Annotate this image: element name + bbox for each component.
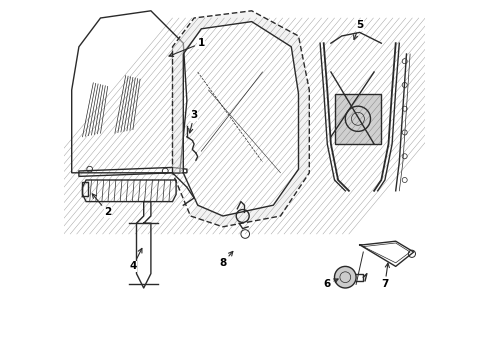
Text: 2: 2 [92, 194, 111, 217]
Text: 8: 8 [219, 251, 232, 268]
Text: 6: 6 [323, 279, 337, 289]
Text: 7: 7 [381, 263, 388, 289]
Bar [334, 94, 381, 144]
Text: 4: 4 [129, 248, 142, 271]
Polygon shape [172, 11, 309, 227]
Text: 5: 5 [353, 20, 363, 40]
Circle shape [334, 266, 355, 288]
Text: 3: 3 [188, 110, 197, 133]
Text: 1: 1 [169, 38, 204, 57]
